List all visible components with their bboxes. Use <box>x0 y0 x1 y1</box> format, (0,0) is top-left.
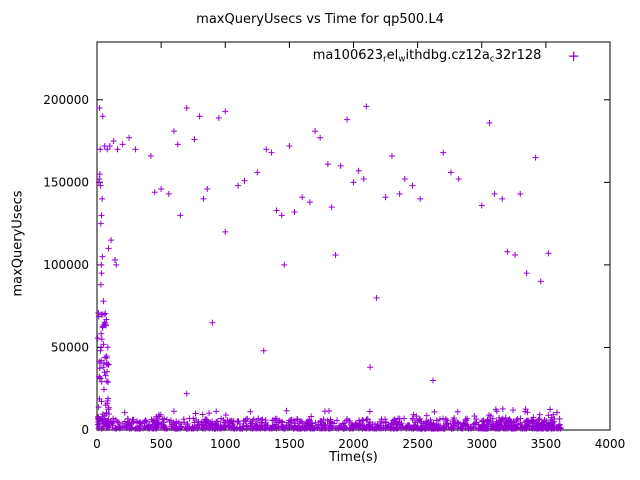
legend-label-segment: el <box>386 48 399 63</box>
y-tick-label: 100000 <box>43 258 89 272</box>
legend-label: ma100623relwithdbg.cz12ac32r128 <box>313 48 542 65</box>
legend-label-segment: ma100623 <box>312 48 384 63</box>
x-tick-label: 0 <box>93 437 101 451</box>
legend-label-segment: r <box>383 54 387 65</box>
scatter-series <box>94 103 564 432</box>
x-axis-label: Time(s) <box>329 450 378 465</box>
x-tick-label: 500 <box>150 437 173 451</box>
x-tick-label: 2000 <box>338 437 369 451</box>
plus-marker-icon: + <box>567 46 580 65</box>
y-tick-label: 150000 <box>43 175 89 189</box>
y-tick-label: 0 <box>81 423 89 437</box>
y-tick-label: 50000 <box>51 340 89 354</box>
x-tick-label: 1000 <box>210 437 241 451</box>
x-tick-label: 4000 <box>595 437 626 451</box>
x-tick-label: 3500 <box>531 437 562 451</box>
x-tick-label: 2500 <box>402 437 433 451</box>
legend-label-segment: w <box>398 54 406 65</box>
x-tick-label: 3000 <box>466 437 497 451</box>
y-tick-label: 200000 <box>43 93 89 107</box>
x-tick-label: 1500 <box>274 437 305 451</box>
plot-border <box>96 41 611 431</box>
legend-label-segment: c <box>489 54 495 65</box>
legend: ma100623relwithdbg.cz12ac32r128 + <box>313 48 580 65</box>
legend-label-segment: 32r128 <box>494 48 542 63</box>
chart-title: maxQueryUsecs vs Time for qp500.L4 <box>196 12 444 27</box>
legend-label-segment: ithdbg.cz12a <box>405 48 490 63</box>
